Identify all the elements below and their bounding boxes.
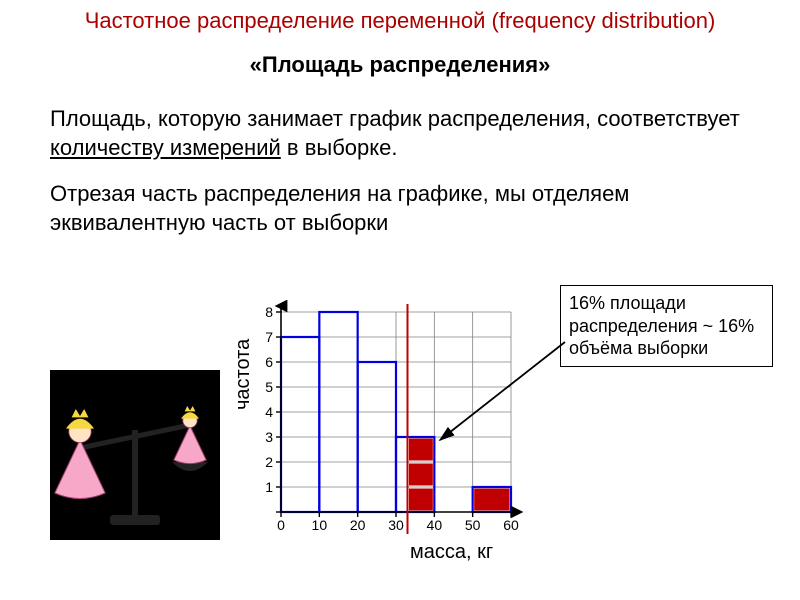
svg-text:30: 30 [388, 517, 404, 533]
callout-arrow-icon [430, 330, 590, 450]
svg-text:4: 4 [265, 404, 273, 420]
clipart-scale-icon [50, 370, 220, 540]
svg-text:20: 20 [350, 517, 366, 533]
svg-text:2: 2 [265, 454, 273, 470]
p1-a: Площадь, которую занимает график распред… [50, 106, 740, 131]
title-main-en: (frequency distribution) [492, 8, 716, 33]
p1-b: в выборке. [281, 135, 398, 160]
svg-text:60: 60 [503, 517, 519, 533]
title-main-ru: Частотное распределение переменной [85, 8, 486, 33]
svg-text:7: 7 [265, 329, 273, 345]
paragraph-1: Площадь, которую занимает график распред… [50, 105, 750, 162]
body-text: Площадь, которую занимает график распред… [50, 105, 750, 237]
svg-text:8: 8 [265, 304, 273, 320]
svg-text:5: 5 [265, 379, 273, 395]
callout-box: 16% площади распределения ~ 16% объёма в… [560, 285, 773, 367]
p1-underline: количеству измерений [50, 135, 281, 160]
svg-text:3: 3 [265, 429, 273, 445]
title-main: Частотное распределение переменной (freq… [20, 8, 780, 34]
svg-text:50: 50 [465, 517, 481, 533]
svg-text:10: 10 [312, 517, 328, 533]
title-sub: «Площадь распределения» [20, 52, 780, 78]
svg-text:6: 6 [265, 354, 273, 370]
svg-text:40: 40 [427, 517, 443, 533]
paragraph-2: Отрезая часть распределения на графике, … [50, 180, 750, 237]
svg-text:1: 1 [265, 479, 273, 495]
svg-text:0: 0 [277, 517, 285, 533]
